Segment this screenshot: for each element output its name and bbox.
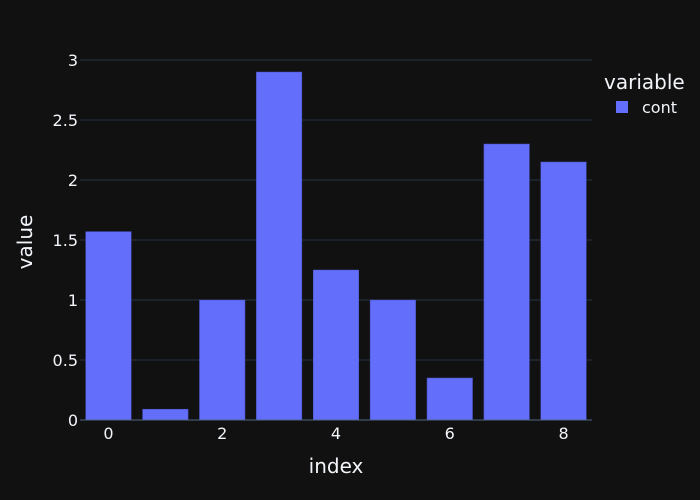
bar[interactable] <box>426 377 473 421</box>
legend-title: variable <box>604 70 685 94</box>
y-axis-ticks: 0 0.5 1 1.5 2 2.5 3 <box>53 51 78 430</box>
y-tick-label: 0.5 <box>53 351 78 370</box>
legend-item[interactable]: cont <box>616 98 677 117</box>
bar[interactable] <box>312 269 360 421</box>
x-tick-label: 6 <box>445 424 455 443</box>
legend-label: cont <box>642 98 677 117</box>
x-tick-label: 8 <box>558 424 568 443</box>
x-axis-title: index <box>309 454 364 478</box>
legend-swatch <box>616 101 628 113</box>
y-tick-label: 0 <box>68 411 78 430</box>
bar[interactable] <box>199 299 246 421</box>
x-axis-ticks: 0 2 4 6 8 <box>103 424 568 443</box>
x-tick-label: 4 <box>331 424 341 443</box>
x-tick-label: 2 <box>217 424 227 443</box>
y-tick-label: 2 <box>68 171 78 190</box>
y-tick-label: 1.5 <box>53 231 78 250</box>
y-axis-title: value <box>13 215 37 270</box>
y-tick-label: 1 <box>68 291 78 310</box>
y-tick-label: 3 <box>68 51 78 70</box>
bar[interactable] <box>256 71 303 421</box>
y-tick-label: 2.5 <box>53 111 78 130</box>
bar[interactable] <box>483 143 530 421</box>
x-tick-label: 0 <box>103 424 113 443</box>
bar[interactable] <box>540 161 587 421</box>
legend: variable cont <box>604 70 685 117</box>
bars <box>85 71 587 421</box>
bar[interactable] <box>85 231 132 421</box>
bar[interactable] <box>369 299 416 421</box>
bar[interactable] <box>142 408 189 421</box>
